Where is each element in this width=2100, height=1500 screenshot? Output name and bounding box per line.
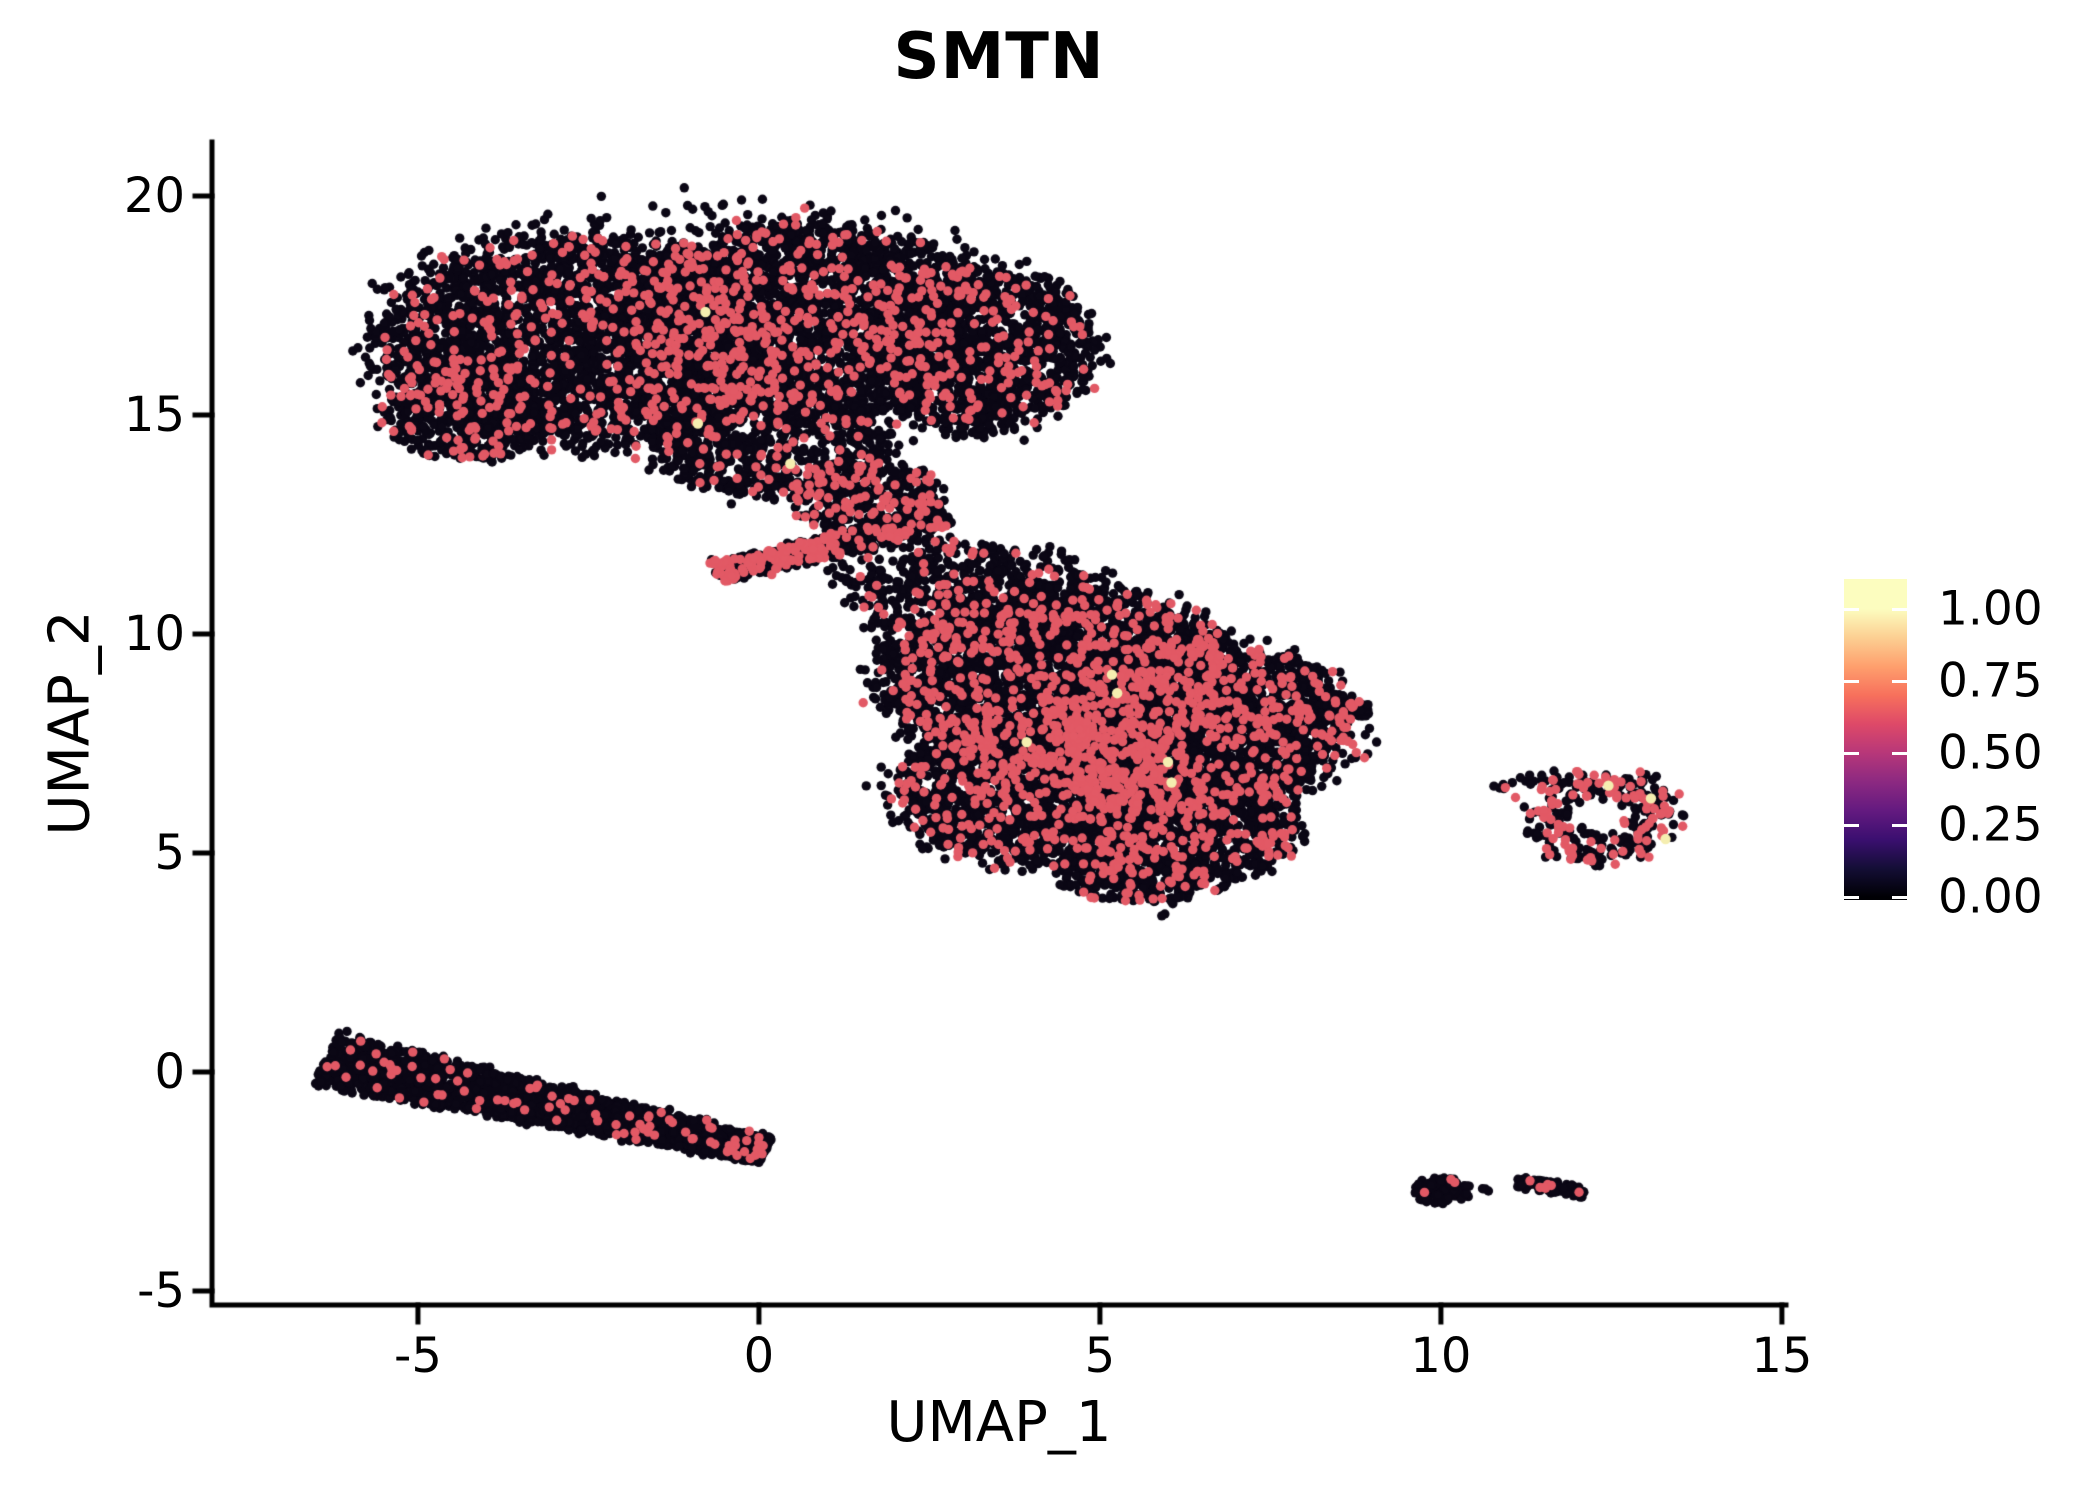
colorbar-tick-mark (1844, 751, 1859, 755)
y-tick-label: 20 (123, 167, 185, 224)
x-tick-label: 10 (1410, 1328, 1472, 1384)
x-tick-label: -5 (394, 1328, 442, 1384)
colorbar-tick-mark (1844, 823, 1859, 827)
colorbar-tick-label: 0.00 (1938, 869, 2043, 925)
plot-title: SMTN (893, 20, 1105, 94)
colorbar-tick-mark (1844, 607, 1859, 611)
colorbar-tick-label: 1.00 (1938, 581, 2043, 637)
x-tick-label: 15 (1751, 1328, 1813, 1384)
x-axis-title: UMAP_1 (886, 1390, 1112, 1455)
colorbar-tick-mark (1892, 679, 1907, 683)
y-tick-label: 0 (154, 1043, 185, 1100)
y-tick-label: 10 (123, 605, 185, 662)
colorbar-tick-mark (1892, 823, 1907, 827)
colorbar-tick-mark (1892, 607, 1907, 611)
y-tick-label: 5 (154, 824, 185, 881)
x-tick-label: 0 (743, 1328, 775, 1384)
colorbar-tick-mark (1844, 895, 1859, 899)
colorbar (1844, 579, 1907, 900)
y-tick-label: -5 (137, 1262, 185, 1319)
colorbar-tick-label: 0.75 (1938, 653, 2043, 709)
y-axis-title: UMAP_2 (37, 610, 103, 836)
y-tick-label: 15 (123, 386, 185, 443)
colorbar-tick-mark (1844, 679, 1859, 683)
colorbar-tick-label: 0.50 (1938, 725, 2043, 781)
x-tick-label: 5 (1084, 1328, 1116, 1384)
colorbar-tick-label: 0.25 (1938, 797, 2043, 853)
colorbar-tick-mark (1892, 751, 1907, 755)
colorbar-tick-mark (1892, 895, 1907, 899)
